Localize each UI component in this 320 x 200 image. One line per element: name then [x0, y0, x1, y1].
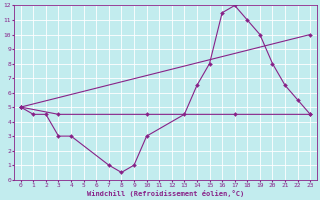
X-axis label: Windchill (Refroidissement éolien,°C): Windchill (Refroidissement éolien,°C) [87, 190, 244, 197]
